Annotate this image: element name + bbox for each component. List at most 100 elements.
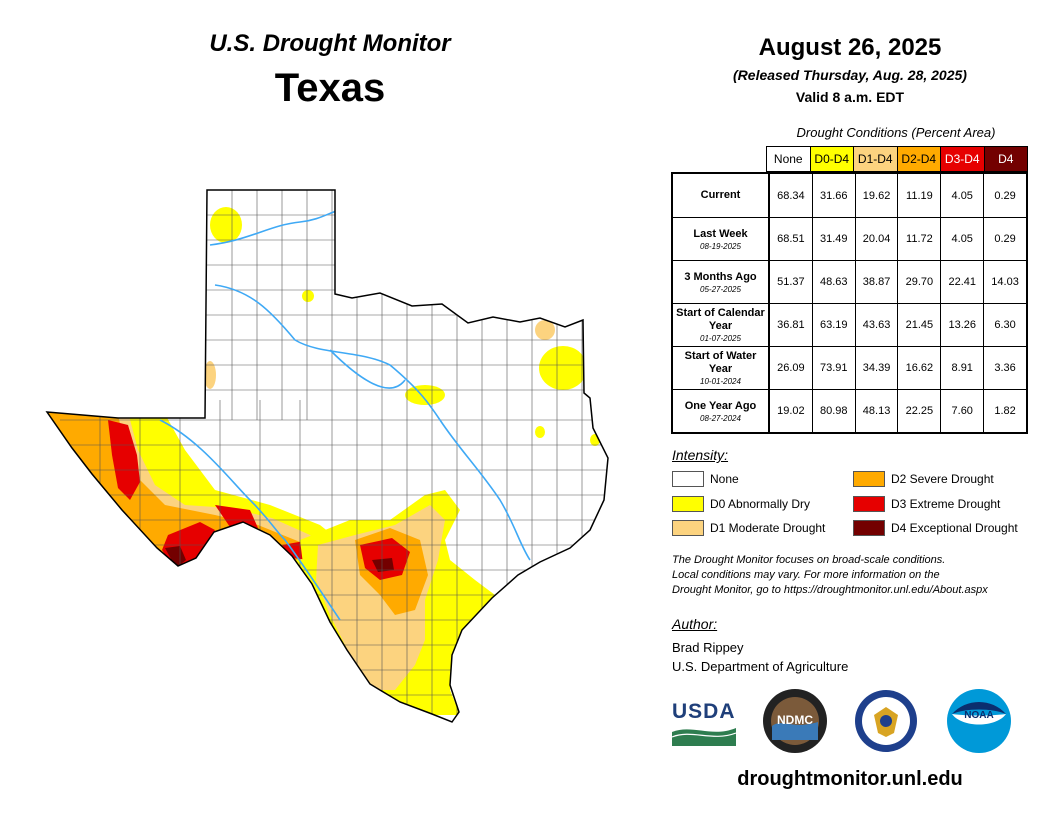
texas-drought-map: [46, 189, 609, 723]
table-cell: 8.91: [940, 347, 983, 389]
row-date: 01-07-2025: [700, 334, 741, 343]
table-cell: 34.39: [854, 347, 898, 389]
row-label: One Year Ago 08-27-2024: [673, 390, 769, 432]
doc-seal-logo: [855, 690, 917, 752]
legend-label: D2 Severe Drought: [891, 472, 994, 486]
table-cell: 6.30: [983, 304, 1026, 346]
row-name: Start of Calendar Year: [676, 307, 765, 332]
author-org: U.S. Department of Agriculture: [672, 659, 849, 674]
ndmc-text: NDMC: [777, 713, 813, 727]
row-name: Last Week: [693, 227, 748, 240]
release-date: (Released Thursday, Aug. 28, 2025): [733, 67, 967, 83]
column-header: D0-D4: [809, 147, 853, 171]
legend-label: D4 Exceptional Drought: [891, 521, 1018, 535]
row-name: 3 Months Ago: [684, 270, 757, 283]
table-cell: 48.13: [854, 390, 898, 432]
author-info: Brad Rippey U.S. Department of Agricultu…: [672, 638, 848, 676]
map-d1-northeast: [535, 320, 555, 340]
table-cell: 4.05: [940, 218, 983, 260]
table-cell: 14.03: [983, 261, 1026, 303]
map-d4-south: [372, 558, 394, 572]
row-name: Current: [700, 189, 741, 201]
legend-item-none: None: [672, 471, 739, 487]
row-date: 05-27-2025: [700, 284, 741, 294]
note-line: Drought Monitor, go to https://droughtmo…: [672, 584, 988, 596]
legend-label: D1 Moderate Drought: [710, 521, 826, 535]
table-cell: 26.09: [769, 347, 812, 389]
map-d0-east-spot: [535, 426, 545, 438]
column-header: D1-D4: [853, 147, 897, 171]
disclaimer-note: The Drought Monitor focuses on broad-sca…: [672, 553, 1042, 598]
map-d0-spot: [302, 290, 314, 302]
map-d4-bigbend: [165, 546, 186, 568]
table-row: Last Week 08-19-2025 68.51 31.49 20.04 11.72 4…: [673, 217, 1026, 260]
table-cell: 0.29: [983, 218, 1026, 260]
row-label: Last Week 08-19-2025: [673, 218, 769, 260]
legend-label: D3 Extreme Drought: [891, 497, 1001, 511]
legend-item-d3: D3 Extreme Drought: [853, 496, 1000, 512]
table-cell: 11.19: [897, 174, 940, 217]
table-cell: 20.04: [854, 218, 898, 260]
row-date: 10-01-2024: [700, 377, 741, 386]
legend-swatch-none: [672, 471, 704, 487]
table-cell: 73.91: [811, 347, 855, 389]
table-cell: 48.63: [811, 261, 855, 303]
table-cell: 4.05: [940, 174, 983, 217]
legend-item-d2: D2 Severe Drought: [853, 471, 994, 487]
table-cell: 7.60: [940, 390, 983, 432]
table-cell: 51.37: [769, 261, 812, 303]
monitor-title: U.S. Drought Monitor: [209, 30, 451, 57]
state-title: Texas: [274, 66, 386, 110]
legend-label: None: [710, 472, 739, 486]
legend-swatch-d0: [672, 496, 704, 512]
row-name: One Year Ago: [684, 399, 757, 412]
county-lines: [60, 190, 608, 722]
table-row: One Year Ago 08-27-2024 19.02 80.98 48.13 22.…: [673, 389, 1026, 432]
legend-swatch-d2: [853, 471, 885, 487]
table-row: Current 68.34 31.66 19.62 11.19 4.05 0.29: [673, 174, 1026, 217]
table-cell: 80.98: [811, 390, 855, 432]
usda-logo: USDA: [671, 700, 737, 748]
row-label: Start of Water Year 10-01-2024: [673, 347, 769, 389]
table-cell: 1.82: [983, 390, 1026, 432]
author-name: Brad Rippey: [672, 640, 744, 655]
column-header: None: [767, 147, 810, 171]
table-cell: 21.45: [897, 304, 940, 346]
legend-item-d0: D0 Abnormally Dry: [672, 496, 810, 512]
column-header: D3-D4: [940, 147, 984, 171]
table-cell: 29.70: [897, 261, 940, 303]
row-date: 08-27-2024: [700, 413, 741, 423]
noaa-text: NOAA: [964, 710, 993, 721]
legend-swatch-d4: [853, 520, 885, 536]
table-cell: 38.87: [854, 261, 898, 303]
row-label: Start of Calendar Year 01-07-2025: [673, 304, 769, 346]
map-d3-west: [108, 420, 140, 500]
map-date: August 26, 2025: [758, 34, 942, 61]
rivers: [159, 209, 531, 621]
website-url[interactable]: droughtmonitor.unl.edu: [737, 768, 963, 790]
intensity-title: Intensity:: [672, 447, 729, 463]
row-date: 08-19-2025: [700, 241, 741, 251]
table-row: Start of Calendar Year 01-07-2025 36.81 63.…: [673, 303, 1026, 346]
note-line: Local conditions may vary. For more info…: [672, 569, 940, 581]
legend-label: D0 Abnormally Dry: [710, 497, 811, 511]
table-cell: 31.49: [811, 218, 855, 260]
map-d0-east: [539, 346, 587, 390]
note-line: The Drought Monitor focuses on broad-sca…: [672, 554, 946, 566]
column-header: D4: [983, 147, 1027, 171]
noaa-logo: NOAA: [947, 689, 1011, 753]
usda-logo-text: USDA: [672, 700, 736, 723]
table-cell: 22.41: [940, 261, 983, 303]
map-d0-north-central: [405, 385, 445, 405]
conditions-header: None D0-D4 D1-D4 D2-D4 D3-D4 D4: [766, 146, 1028, 172]
ndmc-logo: NDMC: [763, 689, 827, 753]
conditions-title: Drought Conditions (Percent Area): [796, 125, 996, 140]
usda-logo-waves: [671, 728, 737, 746]
author-heading: Author:: [672, 616, 718, 632]
legend-item-d1: D1 Moderate Drought: [672, 520, 825, 536]
legend-item-d4: D4 Exceptional Drought: [853, 520, 1018, 536]
table-cell: 68.51: [769, 218, 812, 260]
table-cell: 36.81: [769, 304, 812, 346]
legend-swatch-d3: [853, 496, 885, 512]
table-cell: 11.72: [897, 218, 940, 260]
